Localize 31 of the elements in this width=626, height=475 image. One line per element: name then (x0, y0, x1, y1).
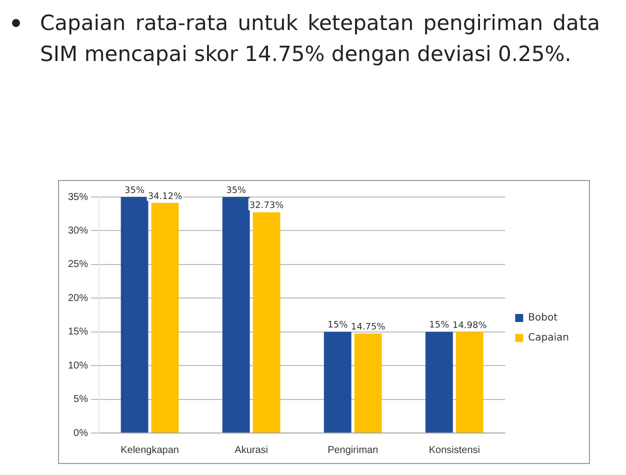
data-label: 35% (226, 186, 247, 196)
bar (456, 332, 484, 432)
text: Capaian rata-rata untuk ketepatan pengiriman data SIM mencapai skor 14.75% dengan deviasi 0.25%. (40, 11, 600, 66)
bar (425, 332, 453, 432)
data-label: 14.75% (350, 322, 386, 332)
data-label: 14.98% (452, 320, 488, 331)
y-tick-label: 5% (74, 394, 88, 406)
data-label: 35% (124, 186, 145, 196)
data-label: 34.12% (148, 192, 183, 202)
x-tick-label: Akurasi (234, 444, 268, 456)
legend-label: Capaian (528, 332, 570, 344)
y-tick-label: 35% (68, 192, 88, 203)
x-tick-label: Pengiriman (328, 444, 378, 456)
data-label: 15% (328, 320, 348, 331)
bar (120, 197, 148, 432)
y-tick-label: 25% (68, 259, 88, 270)
y-tick-label: 0% (74, 428, 88, 439)
x-tick-label: Konsistensi (428, 444, 480, 456)
bar (151, 202, 179, 432)
bar (354, 334, 382, 432)
data-label: 15% (429, 320, 450, 331)
data-label: 32.73% (249, 201, 284, 212)
y-tick-label: 30% (68, 225, 88, 236)
bar (222, 197, 250, 432)
legend-label: Bobot (528, 312, 558, 324)
y-tick-label: 10% (68, 360, 88, 372)
bar (324, 332, 352, 432)
x-tick-label: Kelengkapan (120, 444, 179, 456)
y-tick-label: 20% (68, 292, 88, 304)
bar (252, 212, 280, 432)
y-tick-label: 15% (68, 326, 88, 338)
